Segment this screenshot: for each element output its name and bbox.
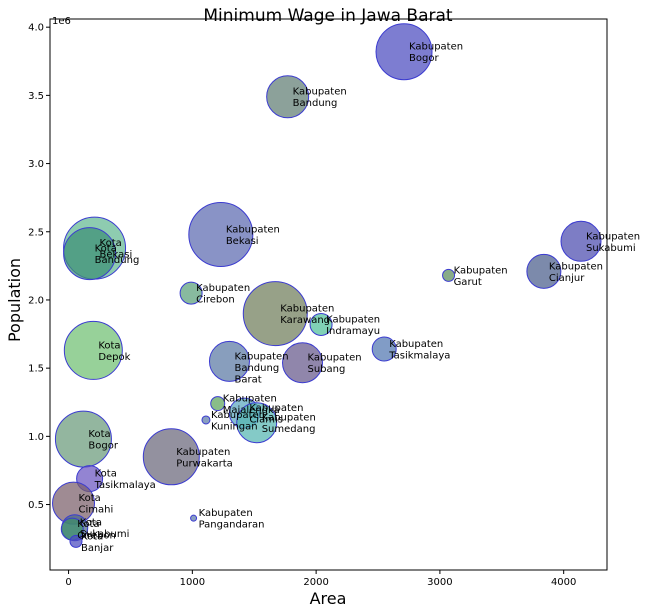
bubble-point <box>63 227 117 281</box>
y-tick-label: 0.5 <box>28 500 44 511</box>
bubbles <box>52 23 602 548</box>
point-label: Kota Banjar <box>81 531 114 554</box>
y-tick-label: 3.5 <box>28 91 44 102</box>
bubble-point <box>210 396 226 412</box>
y-tick-label: 2.0 <box>28 295 44 306</box>
point-label: Kabupaten Sukabumi <box>586 231 640 254</box>
point-label: Kabupaten Bandung Barat <box>234 351 288 385</box>
point-label: Kota Depok <box>98 340 130 363</box>
bubble-point <box>309 313 333 337</box>
point-label: Kabupaten Bekasi <box>226 224 280 247</box>
point-label: Kota Tasikmalaya <box>94 469 156 492</box>
bubble-point <box>442 268 456 282</box>
bubble-point <box>526 253 562 289</box>
x-tick-label: 2000 <box>303 577 328 588</box>
bubble-point <box>190 514 198 522</box>
bubble-point <box>179 281 203 305</box>
y-tick-label: 1.0 <box>28 432 44 443</box>
y-tick-label: 1.5 <box>28 364 44 375</box>
y-tick-label: 4.0 <box>28 23 44 34</box>
bubble-point <box>208 340 250 382</box>
x-axis: 0 1000 2000 3000 4000 <box>65 570 576 588</box>
y-axis: 0.5 1.0 1.5 2.0 2.5 3.0 3.5 4.0 <box>28 23 50 511</box>
point-label: Kota Cirebon <box>77 519 116 542</box>
bubble-point <box>142 428 200 486</box>
point-label: Kabupaten Purwakarta <box>176 447 233 470</box>
point-label: Kota Bogor <box>88 429 118 452</box>
bubble-point <box>560 220 602 262</box>
point-label: Kabupaten Karawang <box>280 304 334 327</box>
bubble-point <box>242 281 308 347</box>
bubble-point <box>201 415 211 425</box>
point-label: Kabupaten Tasikmalaya <box>388 339 450 362</box>
chart-title: Minimum Wage in Jawa Barat <box>203 6 453 26</box>
point-label: Kabupaten Kuningan <box>211 410 265 433</box>
point-label: Kabupaten Subang <box>308 353 362 376</box>
x-axis-title: Area <box>310 589 347 608</box>
point-label: Kabupaten Bogor <box>409 42 463 65</box>
x-tick-label: 3000 <box>427 577 452 588</box>
point-label: Kabupaten Sumedang <box>262 413 316 436</box>
point-label: Kabupaten Cianjur <box>549 261 603 284</box>
bubble-point <box>266 75 310 119</box>
axes-frame <box>49 18 608 571</box>
x-tick-label: 1000 <box>180 577 205 588</box>
bubble-point <box>63 320 123 380</box>
point-label: Kabupaten Bandung <box>293 87 347 110</box>
bubble-point <box>188 201 254 267</box>
plot-area: Kabupaten Bogor Kabupaten Bandung Kabupaten S… <box>52 23 640 554</box>
point-label: Kabupaten Garut <box>454 265 508 288</box>
y-tick-label: 2.5 <box>28 227 44 238</box>
point-label: Kabupaten Cirebon <box>196 283 250 306</box>
point-label: Kota Cimahi <box>79 493 114 515</box>
point-label: Kabupaten Ciamis <box>249 403 303 426</box>
bubble-point <box>375 23 433 81</box>
point-label: Kabupaten Indramayu <box>326 315 380 338</box>
point-label: Kabupaten Majalengka <box>223 394 280 417</box>
bubble-point <box>69 534 83 548</box>
bubble-point <box>371 336 397 362</box>
y-multiplier: 1e6 <box>52 16 71 27</box>
point-label: Kota Sukabumi <box>80 518 130 541</box>
point-label: Kota Bandung <box>95 244 140 267</box>
x-tick-label: 4000 <box>551 577 576 588</box>
bubble-point <box>282 342 324 384</box>
x-tick-label: 0 <box>65 577 71 588</box>
bubble-point <box>236 402 278 444</box>
y-tick-label: 3.0 <box>28 159 44 170</box>
y-axis-title: Population <box>5 258 24 342</box>
point-label: Kota Bekasi <box>100 238 133 261</box>
point-label: Kabupaten Pangandaran <box>199 508 265 531</box>
